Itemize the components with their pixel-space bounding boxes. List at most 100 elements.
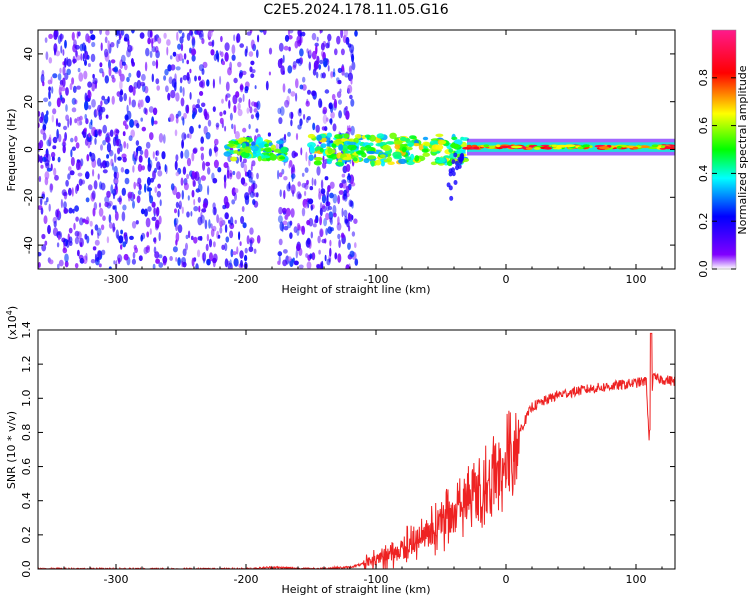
noise-cell: [240, 259, 243, 268]
noise-cell: [208, 238, 213, 248]
noise-cell: [225, 236, 230, 243]
noise-cell: [212, 253, 218, 263]
noise-cell: [71, 77, 75, 85]
noise-cell: [319, 30, 322, 34]
noise-cell: [120, 244, 123, 250]
noise-cell: [181, 190, 184, 200]
noise-cell: [152, 151, 155, 159]
noise-cell: [124, 114, 129, 121]
noise-cell: [250, 114, 254, 120]
noise-cell: [72, 58, 77, 64]
noise-cell: [198, 124, 201, 129]
noise-cell: [39, 139, 44, 149]
signal-cell: [450, 143, 460, 149]
noise-cell: [140, 117, 143, 122]
noise-cell: [129, 235, 134, 240]
noise-cell: [64, 253, 69, 263]
noise-cell: [113, 128, 119, 137]
signal-cell: [331, 143, 337, 148]
noise-cell: [39, 155, 43, 164]
snr-y-axis-label: SNR (10 * v/v): [5, 411, 18, 489]
noise-cell: [38, 175, 42, 183]
noise-cell: [277, 107, 282, 115]
noise-cell: [280, 106, 285, 116]
noise-cell: [149, 50, 153, 59]
signal-cell: [347, 141, 357, 145]
noise-cell: [252, 199, 256, 205]
noise-cell: [337, 67, 343, 74]
noise-cell: [102, 71, 105, 78]
noise-cell: [329, 192, 334, 199]
noise-cell: [198, 64, 204, 72]
noise-cell: [98, 263, 102, 268]
signal-cell: [256, 136, 263, 144]
noise-cell: [128, 85, 134, 93]
noise-cell: [197, 236, 203, 241]
noise-cell: [204, 113, 210, 121]
noise-cell: [350, 182, 356, 187]
noise-cell: [338, 239, 341, 249]
noise-cell: [62, 66, 66, 76]
noise-cell: [164, 164, 167, 173]
signal-cell: [453, 180, 458, 185]
noise-cell: [332, 204, 337, 215]
noise-cell: [157, 170, 163, 177]
noise-cell: [234, 192, 237, 201]
noise-cell: [256, 172, 259, 180]
noise-cell: [237, 109, 243, 117]
noise-cell: [132, 165, 135, 173]
y-tick-label: 0.8: [20, 424, 33, 442]
noise-cell: [228, 169, 233, 180]
noise-cell: [69, 240, 73, 246]
noise-cell: [287, 131, 291, 137]
noise-cell: [91, 190, 96, 200]
noise-cell: [329, 217, 333, 225]
noise-cell: [66, 68, 71, 76]
noise-cell: [148, 189, 151, 199]
noise-cell: [180, 150, 184, 159]
noise-cell: [239, 72, 243, 77]
noise-cell: [244, 195, 250, 206]
noise-cell: [94, 224, 99, 231]
noise-cell: [136, 145, 142, 152]
noise-cell: [181, 206, 184, 214]
noise-cell: [254, 85, 257, 90]
noise-cell: [218, 217, 224, 226]
noise-cell: [343, 209, 348, 217]
noise-cell: [59, 67, 62, 74]
noise-cell: [246, 107, 250, 114]
noise-cell: [190, 211, 193, 217]
signal-cell: [326, 158, 333, 162]
noise-cell: [201, 38, 205, 45]
noise-cell: [97, 157, 102, 167]
noise-cell: [87, 90, 92, 99]
noise-cell: [40, 73, 45, 84]
noise-cell: [77, 31, 81, 37]
noise-cell: [316, 36, 319, 42]
noise-cell: [122, 204, 127, 211]
noise-cell: [341, 232, 345, 238]
snr-x-axis-label: Height of straight line (km): [281, 583, 430, 596]
noise-cell: [119, 73, 125, 82]
noise-cell: [236, 171, 241, 180]
noise-cell: [65, 87, 69, 96]
signal-cell: [582, 144, 590, 148]
noise-cell: [319, 216, 322, 226]
noise-cell: [252, 183, 258, 190]
noise-cell: [63, 125, 68, 131]
noise-cell: [118, 68, 122, 77]
noise-cell: [244, 254, 248, 262]
noise-cell: [221, 98, 224, 104]
noise-cell: [312, 68, 317, 76]
snr-y-ticks: 0.0 0.2 0.4 0.6 0.8 1.0 1.2 1.4: [20, 321, 675, 578]
noise-cell: [105, 30, 110, 36]
noise-cell: [322, 114, 328, 124]
noise-cell: [221, 244, 225, 250]
noise-cell: [124, 33, 130, 42]
noise-cell: [182, 248, 187, 257]
noise-cell: [117, 257, 121, 265]
signal-cell: [510, 145, 523, 149]
noise-cell: [158, 254, 163, 259]
noise-cell: [306, 98, 309, 105]
noise-cell: [156, 85, 160, 91]
